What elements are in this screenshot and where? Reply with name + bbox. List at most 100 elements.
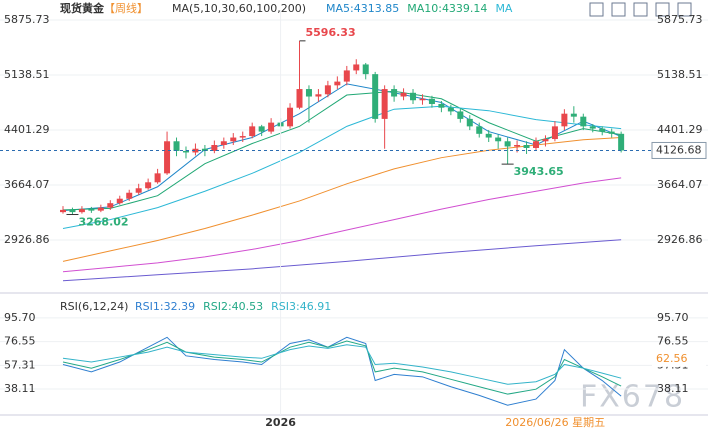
icon-button[interactable] [611,2,626,17]
marker-box [652,350,706,367]
line-series [62,239,622,282]
candle-body [542,139,549,142]
legend-entry: RSI3:46.91 [271,300,331,313]
candle-body [495,137,502,142]
candle-body [561,113,568,127]
icon-button[interactable] [633,2,648,17]
period: 【周线】 [104,1,148,15]
annotation: 3268.02 [78,216,128,229]
line-series [62,336,622,406]
candle-body [305,89,312,97]
candle-body [315,94,322,97]
candle-body [220,141,227,146]
y-tick-label: 2926.86 [4,233,50,246]
candle-body [201,148,208,151]
y-tick-label: 76.55 [657,335,689,348]
candle-body [476,126,483,134]
candle-body [485,133,492,138]
candle-body [457,111,464,119]
candle-body [589,126,596,129]
candle-body [211,145,218,151]
candle-body [239,136,246,138]
candle-body [135,188,142,193]
y-tick-label: 76.55 [4,335,36,348]
candle-body [69,209,76,213]
candle-body [192,148,199,153]
cursor-label: 2026/06/26 星期五 [505,416,605,429]
candle-body [551,126,558,140]
watermark: FX678 [580,380,685,415]
line-series [62,344,622,385]
legend-entry: MA5:4313.85 [326,2,399,15]
candle-body [580,116,587,127]
candle-body [107,203,114,208]
y-tick-label: 38.11 [657,382,689,395]
last-price-box [651,141,707,159]
candle-body [343,70,350,82]
candle-body [447,107,454,112]
candle-body [97,207,104,211]
candle-body [145,182,152,189]
icon-button[interactable] [655,2,670,17]
candle-body [438,103,445,108]
candle-body [88,209,95,211]
candle-body [182,150,189,153]
candle-body [249,126,256,137]
candle-body [410,92,417,101]
candle-body [154,173,161,183]
y-tick-label: 2926.86 [657,233,703,246]
indicator: MA(5,10,30,60,100,200) [172,2,306,15]
candle-body [362,64,369,75]
candle-body [466,118,473,127]
candle-body [504,141,511,147]
candle-body [514,145,521,147]
y-tick-label: 3664.07 [657,178,703,191]
candle-body [400,92,407,97]
candle-body [618,133,625,151]
icon-button[interactable] [677,2,692,17]
annotation: 3943.65 [514,165,564,178]
candle-body [599,128,606,132]
y-tick-label: 4401.29 [4,123,50,136]
y-tick-label: 5138.51 [657,68,703,81]
candle-body [126,192,133,199]
candle-body [353,64,360,71]
legend-entry: MA10:4339.14 [407,2,487,15]
y-tick-label: 57.31 [4,358,36,371]
chart-title: 现货黄金 [60,1,105,15]
legend-entry: MA [495,2,512,15]
line-series [62,137,622,262]
y-tick-label: 5875.73 [657,13,703,26]
toolbar [589,2,692,17]
candle-body [570,113,577,117]
y-tick-label: 3664.07 [4,178,50,191]
candle-body [372,74,379,119]
annotation: 5596.33 [306,26,356,39]
legend-entry: RSI2:40.53 [203,300,263,313]
candle-body [173,141,180,151]
y-tick-label: 5138.51 [4,68,50,81]
candle-body [334,81,341,86]
marker-label: 62.56 [656,352,688,365]
indicator: RSI(6,12,24) [60,300,128,313]
candle-body [164,141,171,174]
line-series [62,177,622,273]
candle-body [116,198,123,204]
candle-body [60,209,66,213]
candle-body [523,145,530,148]
y-tick-label: 4401.29 [657,123,703,136]
candle-body [419,98,426,101]
candle-body [533,141,539,148]
icon-button[interactable] [589,2,604,17]
candle-body [428,98,435,104]
line-series [62,340,622,395]
y-tick-label: 38.11 [4,382,36,395]
candle-body [78,209,85,213]
candle-body [324,85,331,95]
last-price-label: 4126.68 [656,143,702,156]
y-tick-label: 95.70 [4,311,36,324]
legend-entry: RSI1:32.39 [135,300,195,313]
cursor-box [493,416,606,431]
y-tick-label: 95.70 [657,311,689,324]
